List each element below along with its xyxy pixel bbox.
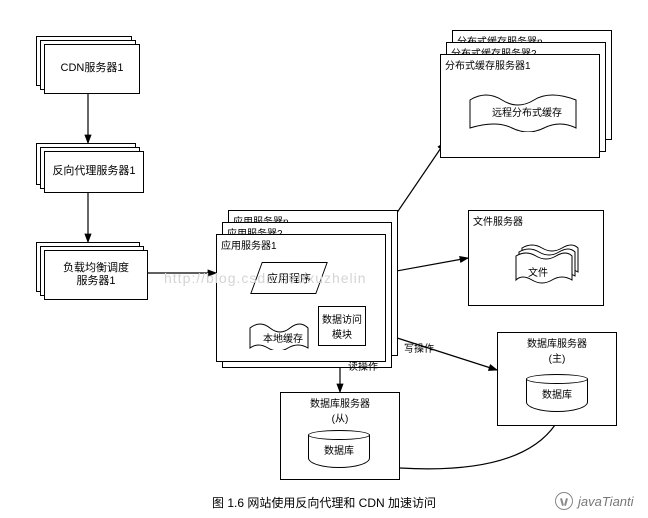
local-cache-label: 本地缓存 [258,330,308,345]
write-label: 写操作 [404,340,434,355]
read-label: 读操作 [348,358,378,373]
db-master-label: 数据库服务器 (主) [498,335,616,365]
reverse-proxy-label: 反向代理服务器1 [52,165,135,178]
figure-caption: 图 1.6 网站使用反向代理和 CDN 加速访问 [0,494,648,511]
remote-dist-cache-label: 远程分布式缓存 [482,104,572,119]
watermark-url: http://blog.csdn.net/xuzhelin [164,270,367,286]
db-slave-cyl-label: 数据库 [308,442,370,457]
load-balancer-stack: 负载均衡调度 服务器1 [36,242,148,300]
db-master-cylinder: 数据库 [526,374,588,412]
reverse-proxy-stack: 反向代理服务器1 [36,143,144,193]
cdn-server-label: CDN服务器1 [61,62,124,75]
data-access-module-label: 数据访问 模块 [322,311,362,341]
file-scroll-stack [514,242,584,286]
file-label: 文件 [528,264,548,279]
dist-cache-1-label: 分布式缓存服务器1 [445,57,531,72]
db-master-cyl-label: 数据库 [526,386,588,401]
file-server-label: 文件服务器 [473,213,523,228]
cdn-server-stack: CDN服务器1 [36,36,140,94]
data-access-module: 数据访问 模块 [318,306,366,346]
db-slave-cylinder: 数据库 [308,430,370,468]
app-server-1-label: 应用服务器1 [221,237,277,252]
db-slave-label: 数据库服务器 (从) [281,395,399,425]
load-balancer-label: 负载均衡调度 服务器1 [63,262,129,288]
diagram-canvas: CDN服务器1 反向代理服务器1 负载均衡调度 服务器1 应用服务器n 应用服务… [0,0,648,518]
